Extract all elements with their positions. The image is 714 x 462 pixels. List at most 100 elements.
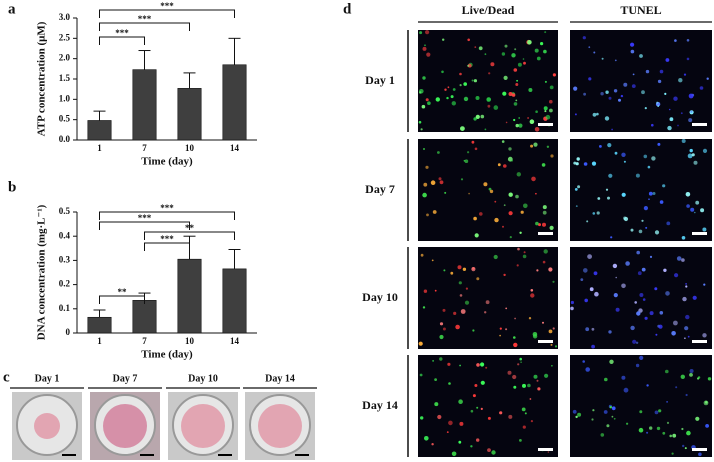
cell-dot [484,128,487,131]
cell-dot [487,104,491,108]
cell-dot [664,92,667,95]
cell-dot [545,114,551,120]
cell-dot [689,369,694,373]
cell-dot [654,410,659,415]
cell-dot [442,308,446,312]
cell-dot [665,369,669,374]
scale-bar [692,448,707,451]
cell-dot [658,324,663,329]
cell-dot [552,280,555,283]
cell-dot [535,110,538,113]
cell-dot [574,113,577,116]
cell-dot [439,357,443,361]
cell-dot [681,427,684,431]
cell-dot [474,384,478,387]
cell-dot [517,247,520,251]
cell-dot [427,101,431,105]
cell-dot [494,217,499,223]
cell-dot [645,69,650,74]
cell-dot [515,99,518,102]
cell-dot [515,83,519,86]
cell-dot [447,362,451,366]
cell-dot [431,259,434,262]
cell-dot [586,220,589,223]
bar [132,69,157,141]
cell-dot [459,84,462,87]
cell-dot [543,249,548,254]
cell-dot [478,46,483,51]
cell-dot [611,415,614,418]
cell-dot [643,154,648,159]
cell-dot [522,254,527,259]
cell-dot [591,418,594,421]
cell-dot [547,451,550,453]
cell-dot [513,336,516,339]
cell-dot [623,387,629,393]
cell-dot [702,148,708,153]
cell-dot [552,73,557,77]
row-label: Day 14 [362,398,398,412]
scale-bar [692,123,707,126]
cell-dot [686,57,690,61]
cell-dot [630,42,635,47]
cell-dot [425,30,430,35]
cell-dot [438,177,442,181]
y-tick-label: 0.4 [59,230,71,240]
cell-dot [508,211,513,216]
cell-dot [682,444,685,448]
row-label: Day 10 [362,290,398,304]
cell-dot [692,295,697,300]
x-tick-label: 14 [230,143,240,153]
cell-dot [685,285,688,288]
cell-dot [549,108,553,113]
cell-dot [530,289,534,292]
cell-dot [659,311,664,315]
cell-dot [494,200,497,203]
cell-dot [635,173,640,178]
cell-dot [467,64,470,67]
cell-dot [654,287,658,291]
cell-dot [585,367,590,372]
cell-dot [451,451,457,457]
y-tick-label: 1.5 [59,73,71,83]
cell-dot [680,374,685,379]
cell-dot [501,52,506,56]
cell-dot [464,159,469,163]
cell-dot [516,264,519,267]
cell-dot [528,88,533,92]
cell-dot [642,298,646,301]
cell-dot [523,251,526,254]
cell-dot [625,261,630,266]
cell-dot [451,101,456,106]
cell-dot [585,327,590,332]
cell-dot [665,291,670,296]
cell-dot [621,152,626,157]
cell-dot [609,406,612,409]
cell-dot [520,210,524,214]
panel-label: b [8,179,16,195]
cell-dot [699,86,704,90]
cell-dot [689,148,693,153]
cell-dot [458,281,462,285]
cell-dot [604,116,610,121]
panel-label: c [3,369,10,385]
cell-dot [536,269,539,272]
cell-dot [662,431,666,435]
cell-dot [641,219,644,222]
cell-dot [470,409,474,413]
cell-dot [538,223,541,227]
cell-dot [702,227,707,232]
cell-dot [505,328,508,331]
cell-dot [575,162,579,166]
cell-dot [546,145,550,148]
cell-dot [592,212,596,215]
cell-dot [671,331,676,336]
cell-dot [685,192,691,197]
hydrogel [103,404,147,448]
cell-dot [596,211,600,215]
cell-dot [521,407,526,412]
bar [177,88,202,141]
cell-dot [614,59,617,62]
cell-dot [537,387,541,391]
cell-dot [455,324,460,330]
